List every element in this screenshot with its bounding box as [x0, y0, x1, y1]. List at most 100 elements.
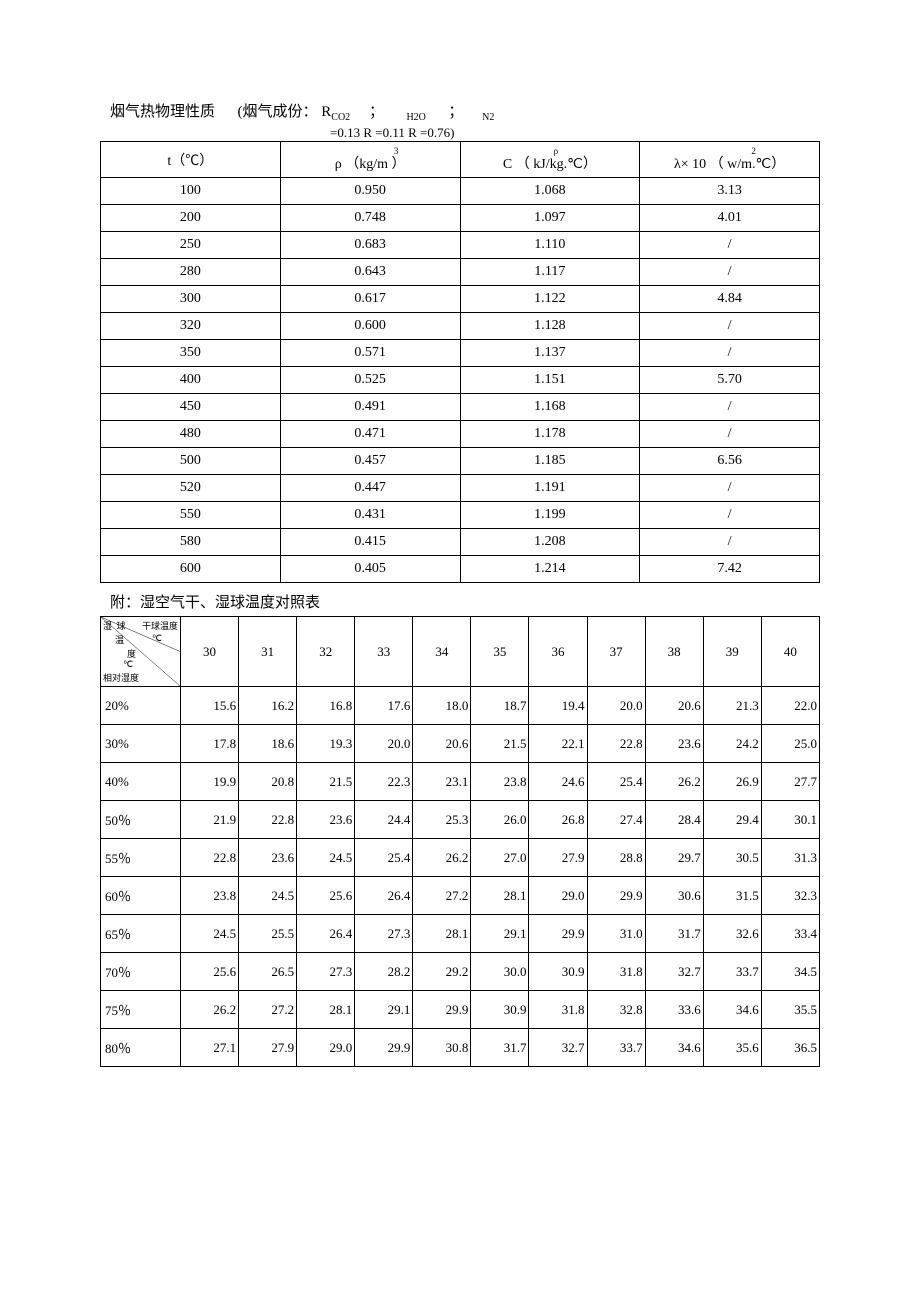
- table-cell: 27.0: [471, 839, 529, 877]
- table-cell: 0.491: [280, 394, 460, 421]
- t2-col-header: 31: [239, 617, 297, 687]
- table-cell: 480: [101, 421, 281, 448]
- table-row: 4500.4911.168/: [101, 394, 820, 421]
- table-cell: 31.3: [761, 839, 819, 877]
- table-cell: 26.9: [703, 763, 761, 801]
- table-cell: 23.6: [239, 839, 297, 877]
- table-cell: /: [640, 232, 820, 259]
- table-row: 4800.4711.178/: [101, 421, 820, 448]
- table-cell: 27.2: [239, 991, 297, 1029]
- table-cell: 23.8: [471, 763, 529, 801]
- table-cell: 23.6: [645, 725, 703, 763]
- t2-col-header: 35: [471, 617, 529, 687]
- table-cell: 5.70: [640, 367, 820, 394]
- table-cell: 0.471: [280, 421, 460, 448]
- title-paren: (烟气成份：: [238, 104, 318, 120]
- table-cell: 26.2: [645, 763, 703, 801]
- t2-row-label: 80％: [101, 1029, 181, 1067]
- table-cell: 29.9: [355, 1029, 413, 1067]
- table-cell: 1.128: [460, 313, 640, 340]
- table-cell: 22.0: [761, 687, 819, 725]
- t2-diagonal-header: 湿 球 干球温度 温 ℃ 度 ℃ 相对湿度: [101, 617, 181, 687]
- table-cell: /: [640, 394, 820, 421]
- table-cell: 1.110: [460, 232, 640, 259]
- table-cell: 21.9: [181, 801, 239, 839]
- table-row: 2000.7481.0974.01: [101, 205, 820, 232]
- table-cell: 0.683: [280, 232, 460, 259]
- table-cell: 18.0: [413, 687, 471, 725]
- table-cell: 0.748: [280, 205, 460, 232]
- t1-header-temp: t（℃）: [101, 142, 281, 178]
- t2-col-header: 33: [355, 617, 413, 687]
- title-r1-sub: CO2: [331, 112, 350, 123]
- table-cell: 25.0: [761, 725, 819, 763]
- table-cell: 36.5: [761, 1029, 819, 1067]
- table-row: 2800.6431.117/: [101, 259, 820, 286]
- table-cell: 580: [101, 529, 281, 556]
- table-cell: 200: [101, 205, 281, 232]
- table-cell: 17.8: [181, 725, 239, 763]
- table-cell: 31.8: [587, 953, 645, 991]
- table-cell: 25.4: [355, 839, 413, 877]
- t2-col-header: 32: [297, 617, 355, 687]
- table-cell: 1.191: [460, 475, 640, 502]
- table-row: 3000.6171.1224.84: [101, 286, 820, 313]
- table-row: 50％21.922.823.624.425.326.026.827.428.42…: [101, 801, 820, 839]
- table-cell: 0.525: [280, 367, 460, 394]
- table-cell: 20.8: [239, 763, 297, 801]
- table-cell: 17.6: [355, 687, 413, 725]
- table-cell: 1.178: [460, 421, 640, 448]
- table-cell: 1.137: [460, 340, 640, 367]
- table-cell: 33.7: [703, 953, 761, 991]
- table-cell: 550: [101, 502, 281, 529]
- table-cell: 350: [101, 340, 281, 367]
- table-row: 65％24.525.526.427.328.129.129.931.031.73…: [101, 915, 820, 953]
- t2-col-header: 38: [645, 617, 703, 687]
- table-cell: 21.5: [471, 725, 529, 763]
- table-cell: 0.431: [280, 502, 460, 529]
- t2-col-header: 40: [761, 617, 819, 687]
- table-cell: 31.0: [587, 915, 645, 953]
- table-row: 30%17.818.619.320.020.621.522.122.823.62…: [101, 725, 820, 763]
- table-cell: /: [640, 529, 820, 556]
- table-cell: 22.8: [181, 839, 239, 877]
- table-cell: 1.199: [460, 502, 640, 529]
- humidity-table: 湿 球 干球温度 温 ℃ 度 ℃ 相对湿度 303132333435363738…: [100, 616, 820, 1067]
- table-row: 5800.4151.208/: [101, 529, 820, 556]
- table-cell: 34.6: [645, 1029, 703, 1067]
- table-cell: 24.4: [355, 801, 413, 839]
- title-main: 烟气热物理性质: [110, 104, 215, 120]
- table-cell: 20.0: [587, 687, 645, 725]
- table-cell: 30.9: [471, 991, 529, 1029]
- table-row: 55％22.823.624.525.426.227.027.928.829.73…: [101, 839, 820, 877]
- table-cell: 300: [101, 286, 281, 313]
- table-cell: 26.0: [471, 801, 529, 839]
- table-cell: 30.8: [413, 1029, 471, 1067]
- table-cell: 280: [101, 259, 281, 286]
- t2-row-label: 50％: [101, 801, 181, 839]
- title-line-1: 烟气热物理性质 (烟气成份： RCO2 ； H2O ； N2: [100, 100, 820, 123]
- table-cell: 30.9: [529, 953, 587, 991]
- table-cell: 28.2: [355, 953, 413, 991]
- table-cell: 19.4: [529, 687, 587, 725]
- t2-row-label: 65％: [101, 915, 181, 953]
- table-cell: 250: [101, 232, 281, 259]
- t2-col-header: 30: [181, 617, 239, 687]
- table-cell: 24.5: [297, 839, 355, 877]
- table-cell: 16.2: [239, 687, 297, 725]
- table-cell: 29.0: [529, 877, 587, 915]
- table-cell: 29.7: [645, 839, 703, 877]
- table-cell: 25.4: [587, 763, 645, 801]
- table-cell: 33.4: [761, 915, 819, 953]
- table-row: 6000.4051.2147.42: [101, 556, 820, 583]
- table-cell: 26.8: [529, 801, 587, 839]
- table-cell: 26.2: [181, 991, 239, 1029]
- table-cell: 29.9: [587, 877, 645, 915]
- table-cell: 0.457: [280, 448, 460, 475]
- title-semi1: ；: [369, 104, 384, 120]
- table-cell: 0.415: [280, 529, 460, 556]
- table-cell: 24.2: [703, 725, 761, 763]
- table-cell: 500: [101, 448, 281, 475]
- table-cell: 26.5: [239, 953, 297, 991]
- table-cell: 16.8: [297, 687, 355, 725]
